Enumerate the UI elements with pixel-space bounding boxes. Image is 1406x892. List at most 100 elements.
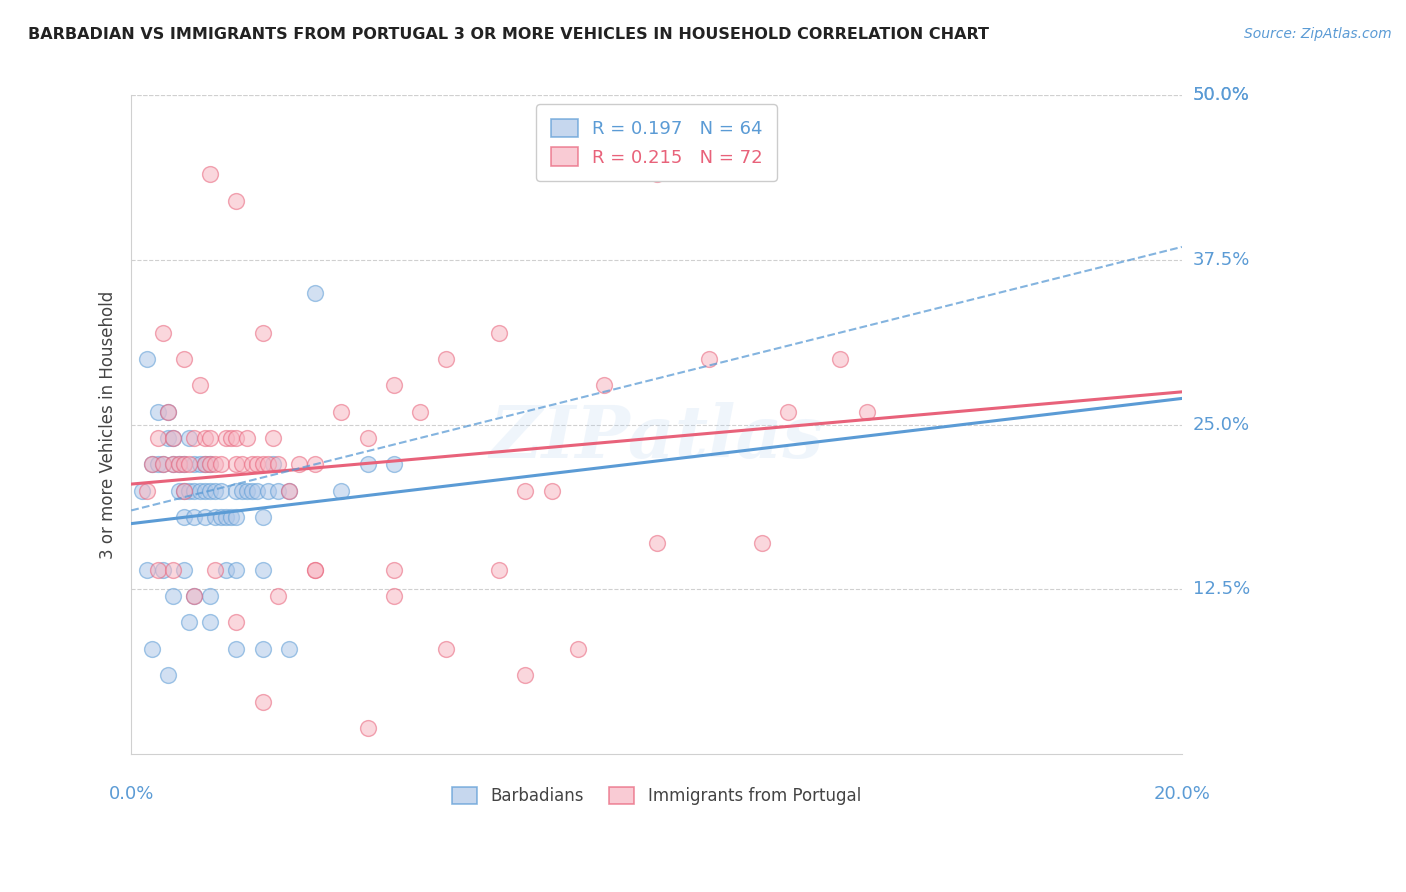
Text: 37.5%: 37.5%: [1194, 251, 1250, 269]
Point: [204, 510, 226, 524]
Point: [167, 458, 190, 472]
Point: [240, 458, 263, 472]
Text: 50.0%: 50.0%: [1194, 87, 1250, 104]
Point: [194, 483, 217, 498]
Point: [277, 641, 299, 656]
Point: [215, 563, 238, 577]
Point: [436, 641, 458, 656]
Point: [157, 431, 180, 445]
Point: [697, 351, 720, 366]
Point: [152, 563, 174, 577]
Point: [225, 563, 247, 577]
Point: [173, 483, 195, 498]
Point: [173, 510, 195, 524]
Point: [198, 458, 221, 472]
Point: [146, 404, 169, 418]
Point: [515, 483, 537, 498]
Point: [188, 483, 211, 498]
Point: [194, 458, 217, 472]
Point: [141, 641, 163, 656]
Point: [198, 431, 221, 445]
Point: [225, 483, 247, 498]
Point: [252, 326, 274, 340]
Point: [162, 431, 184, 445]
Point: [136, 563, 159, 577]
Point: [146, 458, 169, 472]
Point: [277, 483, 299, 498]
Legend: Barbadians, Immigrants from Portugal: Barbadians, Immigrants from Portugal: [446, 780, 868, 812]
Point: [751, 536, 773, 550]
Text: 50.0%: 50.0%: [1194, 87, 1250, 104]
Point: [177, 431, 200, 445]
Point: [152, 458, 174, 472]
Point: [198, 483, 221, 498]
Point: [219, 431, 242, 445]
Point: [645, 168, 668, 182]
Text: 20.0%: 20.0%: [1153, 785, 1211, 803]
Text: ZIPatlas: ZIPatlas: [489, 402, 824, 474]
Point: [225, 510, 247, 524]
Point: [204, 458, 226, 472]
Point: [225, 458, 247, 472]
Text: 0.0%: 0.0%: [108, 785, 153, 803]
Point: [225, 194, 247, 208]
Point: [177, 458, 200, 472]
Point: [225, 641, 247, 656]
Point: [162, 431, 184, 445]
Point: [157, 404, 180, 418]
Point: [167, 483, 190, 498]
Point: [204, 563, 226, 577]
Point: [204, 483, 226, 498]
Point: [194, 458, 217, 472]
Point: [855, 404, 877, 418]
Point: [183, 510, 205, 524]
Point: [240, 483, 263, 498]
Point: [173, 483, 195, 498]
Point: [488, 326, 510, 340]
Point: [288, 458, 311, 472]
Point: [183, 589, 205, 603]
Point: [215, 510, 238, 524]
Point: [183, 458, 205, 472]
Point: [183, 589, 205, 603]
Text: Source: ZipAtlas.com: Source: ZipAtlas.com: [1244, 27, 1392, 41]
Point: [262, 458, 284, 472]
Point: [198, 589, 221, 603]
Point: [382, 458, 405, 472]
Point: [267, 458, 290, 472]
Point: [231, 483, 253, 498]
Point: [645, 536, 668, 550]
Point: [277, 483, 299, 498]
Point: [304, 563, 326, 577]
Point: [488, 563, 510, 577]
Point: [194, 431, 217, 445]
Point: [776, 404, 799, 418]
Point: [356, 721, 378, 735]
Point: [152, 458, 174, 472]
Point: [173, 458, 195, 472]
Point: [267, 589, 290, 603]
Point: [436, 351, 458, 366]
Point: [256, 458, 278, 472]
Text: 12.5%: 12.5%: [1194, 581, 1250, 599]
Point: [183, 431, 205, 445]
Point: [141, 458, 163, 472]
Point: [136, 351, 159, 366]
Point: [330, 483, 353, 498]
Point: [252, 510, 274, 524]
Point: [304, 563, 326, 577]
Point: [252, 458, 274, 472]
Point: [225, 615, 247, 630]
Point: [382, 378, 405, 392]
Point: [173, 563, 195, 577]
Point: [162, 458, 184, 472]
Point: [177, 615, 200, 630]
Point: [183, 483, 205, 498]
Point: [152, 326, 174, 340]
Point: [177, 483, 200, 498]
Point: [672, 141, 695, 155]
Point: [267, 483, 290, 498]
Point: [146, 431, 169, 445]
Point: [162, 589, 184, 603]
Point: [162, 563, 184, 577]
